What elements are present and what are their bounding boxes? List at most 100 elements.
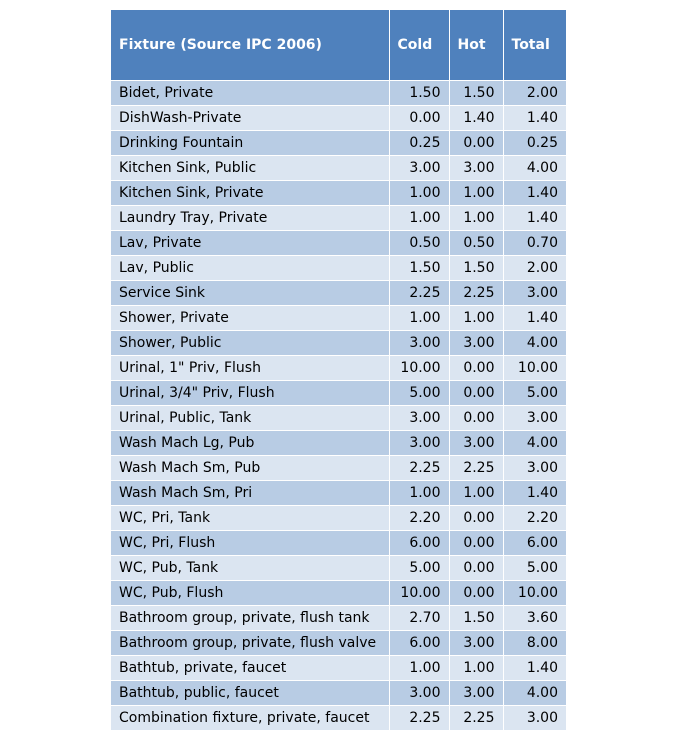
fixture-cell: Bidet, Private (111, 80, 390, 106)
value-cell: 3.00 (449, 680, 504, 706)
table-header: Fixture (Source IPC 2006) Cold Hot Total (111, 10, 566, 81)
value-cell: 3.00 (449, 155, 504, 181)
value-cell: 10.00 (503, 580, 566, 606)
value-cell: 3.00 (503, 705, 566, 730)
fixture-cell: Laundry Tray, Private (111, 205, 390, 231)
fixture-cell: DishWash-Private (111, 105, 390, 131)
value-cell: 10.00 (503, 355, 566, 381)
fixture-cell: Bathtub, private, faucet (111, 655, 390, 681)
table-row: Bidet, Private 1.50 1.50 2.00 (111, 80, 566, 106)
value-cell: 5.00 (389, 555, 450, 581)
value-cell: 0.00 (449, 405, 504, 431)
header-row: Fixture (Source IPC 2006) Cold Hot Total (111, 10, 566, 81)
value-cell: 1.50 (449, 605, 504, 631)
table-row: Wash Mach Sm, Pri 1.00 1.00 1.40 (111, 480, 566, 506)
value-cell: 2.25 (449, 280, 504, 306)
table-row: Shower, Private 1.00 1.00 1.40 (111, 305, 566, 331)
value-cell: 0.00 (449, 380, 504, 406)
value-cell: 10.00 (389, 355, 450, 381)
table-row: Shower, Public 3.00 3.00 4.00 (111, 330, 566, 356)
value-cell: 0.25 (389, 130, 450, 156)
value-cell: 1.00 (449, 180, 504, 206)
fixture-cell: Bathroom group, private, flush tank (111, 605, 390, 631)
table-row: Bathtub, private, faucet 1.00 1.00 1.40 (111, 655, 566, 681)
value-cell: 0.50 (389, 230, 450, 256)
table-row: Bathroom group, private, flush valve 6.00… (111, 630, 566, 656)
value-cell: 0.00 (449, 530, 504, 556)
value-cell: 10.00 (389, 580, 450, 606)
value-cell: 1.40 (503, 480, 566, 506)
header-cell: Hot (449, 10, 504, 81)
table-row: Wash Mach Lg, Pub 3.00 3.00 4.00 (111, 430, 566, 456)
value-cell: 1.00 (389, 305, 450, 331)
value-cell: 3.00 (389, 680, 450, 706)
fixture-cell: Bathtub, public, faucet (111, 680, 390, 706)
value-cell: 1.00 (449, 205, 504, 231)
value-cell: 3.00 (389, 430, 450, 456)
fixture-cell: Service Sink (111, 280, 390, 306)
fixture-cell: WC, Pri, Tank (111, 505, 390, 531)
table-row: Urinal, 3/4" Priv, Flush 5.00 0.00 5.00 (111, 380, 566, 406)
value-cell: 0.00 (389, 105, 450, 131)
value-cell: 1.00 (389, 480, 450, 506)
table-row: Kitchen Sink, Private 1.00 1.00 1.40 (111, 180, 566, 206)
fixture-cell: Kitchen Sink, Public (111, 155, 390, 181)
value-cell: 1.50 (389, 255, 450, 281)
value-cell: 1.40 (503, 205, 566, 231)
table-row: Bathtub, public, faucet 3.00 3.00 4.00 (111, 680, 566, 706)
value-cell: 2.25 (389, 705, 450, 730)
table-row: WC, Pri, Flush 6.00 0.00 6.00 (111, 530, 566, 556)
value-cell: 5.00 (503, 555, 566, 581)
table-row: Urinal, 1" Priv, Flush 10.00 0.00 10.00 (111, 355, 566, 381)
value-cell: 3.00 (449, 330, 504, 356)
value-cell: 3.00 (503, 280, 566, 306)
value-cell: 1.40 (503, 180, 566, 206)
table-row: WC, Pri, Tank 2.20 0.00 2.20 (111, 505, 566, 531)
value-cell: 4.00 (503, 430, 566, 456)
fixture-cell: Drinking Fountain (111, 130, 390, 156)
fixture-cell: Shower, Public (111, 330, 390, 356)
table-row: WC, Pub, Flush 10.00 0.00 10.00 (111, 580, 566, 606)
value-cell: 0.70 (503, 230, 566, 256)
value-cell: 6.00 (389, 630, 450, 656)
value-cell: 3.60 (503, 605, 566, 631)
value-cell: 1.00 (389, 180, 450, 206)
value-cell: 0.00 (449, 555, 504, 581)
value-cell: 3.00 (449, 630, 504, 656)
value-cell: 0.50 (449, 230, 504, 256)
value-cell: 2.25 (449, 705, 504, 730)
table-row: Lav, Private 0.50 0.50 0.70 (111, 230, 566, 256)
table-body: Bidet, Private 1.50 1.50 2.00 DishWash-Priva… (111, 80, 566, 730)
value-cell: 0.00 (449, 505, 504, 531)
value-cell: 2.70 (389, 605, 450, 631)
value-cell: 3.00 (389, 330, 450, 356)
table-row: Lav, Public 1.50 1.50 2.00 (111, 255, 566, 281)
header-cell: Cold (389, 10, 450, 81)
value-cell: 5.00 (389, 380, 450, 406)
table-row: Service Sink 2.25 2.25 3.00 (111, 280, 566, 306)
value-cell: 1.00 (449, 305, 504, 331)
value-cell: 2.25 (389, 280, 450, 306)
table-row: Bathroom group, private, flush tank 2.70 1… (111, 605, 566, 631)
fixture-cell: Urinal, Public, Tank (111, 405, 390, 431)
value-cell: 2.00 (503, 255, 566, 281)
value-cell: 1.00 (389, 205, 450, 231)
table-row: Laundry Tray, Private 1.00 1.00 1.40 (111, 205, 566, 231)
value-cell: 1.50 (389, 80, 450, 106)
value-cell: 1.40 (449, 105, 504, 131)
fixture-cell: Shower, Private (111, 305, 390, 331)
value-cell: 4.00 (503, 330, 566, 356)
value-cell: 3.00 (389, 155, 450, 181)
table-row: DishWash-Private 0.00 1.40 1.40 (111, 105, 566, 131)
fixture-cell: WC, Pub, Flush (111, 580, 390, 606)
fixture-cell: Lav, Private (111, 230, 390, 256)
table-row: Drinking Fountain 0.25 0.00 0.25 (111, 130, 566, 156)
value-cell: 0.00 (449, 130, 504, 156)
value-cell: 1.40 (503, 305, 566, 331)
fixture-cell: Urinal, 1" Priv, Flush (111, 355, 390, 381)
table-row: WC, Pub, Tank 5.00 0.00 5.00 (111, 555, 566, 581)
fixture-cell: Kitchen Sink, Private (111, 180, 390, 206)
fixture-cell: Combination fixture, private, faucet (111, 705, 390, 730)
value-cell: 8.00 (503, 630, 566, 656)
